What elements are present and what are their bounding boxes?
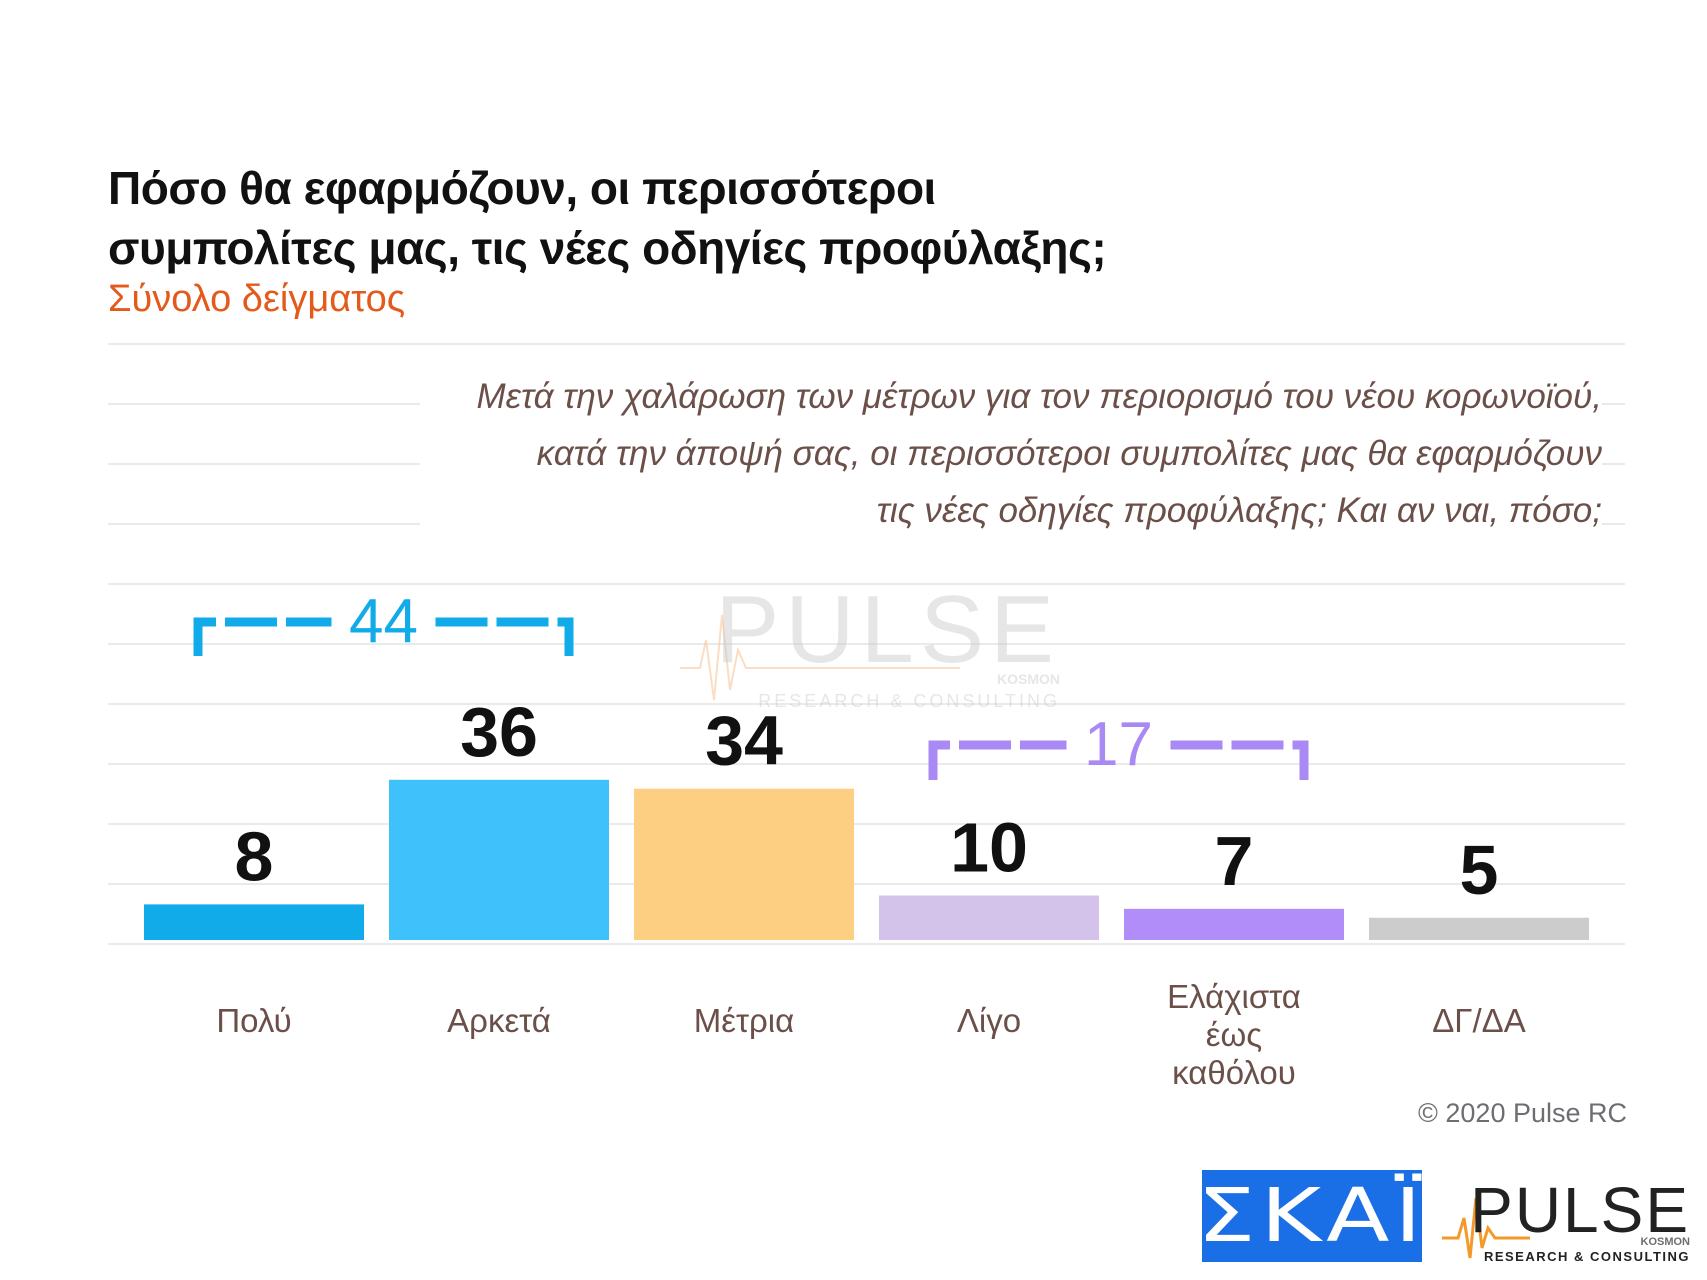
pulse-logo-wordmark: PULSE	[1470, 1174, 1690, 1246]
category-label-line: ΔΓ/ΔΑ	[1432, 1002, 1525, 1039]
category-label: Μέτρια	[694, 1002, 794, 1039]
category-label-line: Πολύ	[216, 1002, 291, 1039]
pulse-logo-heartbeat-icon	[1442, 1197, 1530, 1259]
survey-question: Μετά την χαλάρωση των μέτρων για τον περ…	[420, 368, 1602, 539]
group-bracket-right	[1170, 740, 1309, 780]
chart-title-line-1: Πόσο θα εφαρμόζουν, οι περισσότεροι	[108, 162, 936, 214]
category-label-line: Ελάχιστα	[1167, 978, 1301, 1015]
skai-logo-text: ΣΚΑΪ	[1197, 1173, 1427, 1259]
chart-title: Πόσο θα εφαρμόζουν, οι περισσότεροι συμπ…	[108, 158, 1408, 278]
chart-subtitle: Σύνολο δείγματος	[108, 278, 406, 320]
category-label-line: Λίγο	[957, 1002, 1021, 1039]
category-label: Πολύ	[216, 1002, 291, 1039]
category-label: Λίγο	[957, 1002, 1021, 1039]
group-bracket-left	[193, 617, 332, 656]
skai-logo: ΣΚΑΪ	[1197, 1170, 1422, 1262]
group-total-label: 17	[1084, 710, 1153, 779]
watermark-brand: PULSE	[715, 576, 1060, 683]
category-label: Ελάχιστα έως καθόλου	[1167, 978, 1301, 1091]
data-label: 10	[950, 809, 1028, 887]
bar	[144, 904, 364, 940]
question-line-2: κατά την άποψή σας, οι περισσότεροι συμπ…	[536, 434, 1602, 473]
category-label: Αρκετά	[447, 1002, 551, 1039]
bar	[389, 779, 609, 940]
category-label-line: έως	[1206, 1016, 1262, 1053]
group-total-label: 44	[349, 587, 418, 656]
pulse-logo-tag-research: RESEARCH & CONSULTING	[1484, 1249, 1690, 1264]
bar	[1369, 917, 1589, 940]
question-line-1: Μετά την χαλάρωση των μέτρων για τον περ…	[476, 377, 1602, 416]
data-label: 34	[705, 702, 783, 780]
pulse-logo-tag-kosmon: KOSMON	[1641, 1236, 1691, 1248]
data-label: 36	[460, 693, 538, 771]
category-label-line: καθόλου	[1172, 1054, 1296, 1091]
category-label: ΔΓ/ΔΑ	[1432, 1002, 1525, 1039]
watermark-tag-research: RESEARCH & CONSULTING	[758, 691, 1060, 711]
bar	[1124, 908, 1344, 940]
question-line-3: τις νέες οδηγίες προφύλαξης; Και αν ναι,…	[876, 491, 1602, 530]
chart-title-line-2: συμπολίτες μας, τις νέες οδηγίες προφύλα…	[108, 222, 1107, 274]
category-label-line: Αρκετά	[447, 1002, 551, 1039]
watermark-tag-kosmon: KOSMON	[997, 671, 1060, 687]
pulse-logo: PULSE KOSMON RESEARCH & CONSULTING	[1442, 1174, 1691, 1264]
copyright-note: © 2020 Pulse RC	[1418, 1098, 1627, 1128]
group-bracket-right	[435, 617, 574, 656]
bar	[634, 788, 854, 940]
watermark-heartbeat-icon	[680, 614, 960, 701]
group-bracket-left	[928, 740, 1067, 780]
bar	[879, 895, 1099, 940]
data-label: 5	[1460, 831, 1499, 909]
category-label-line: Μέτρια	[694, 1002, 794, 1039]
data-label: 7	[1215, 822, 1254, 900]
data-label: 8	[235, 817, 274, 895]
